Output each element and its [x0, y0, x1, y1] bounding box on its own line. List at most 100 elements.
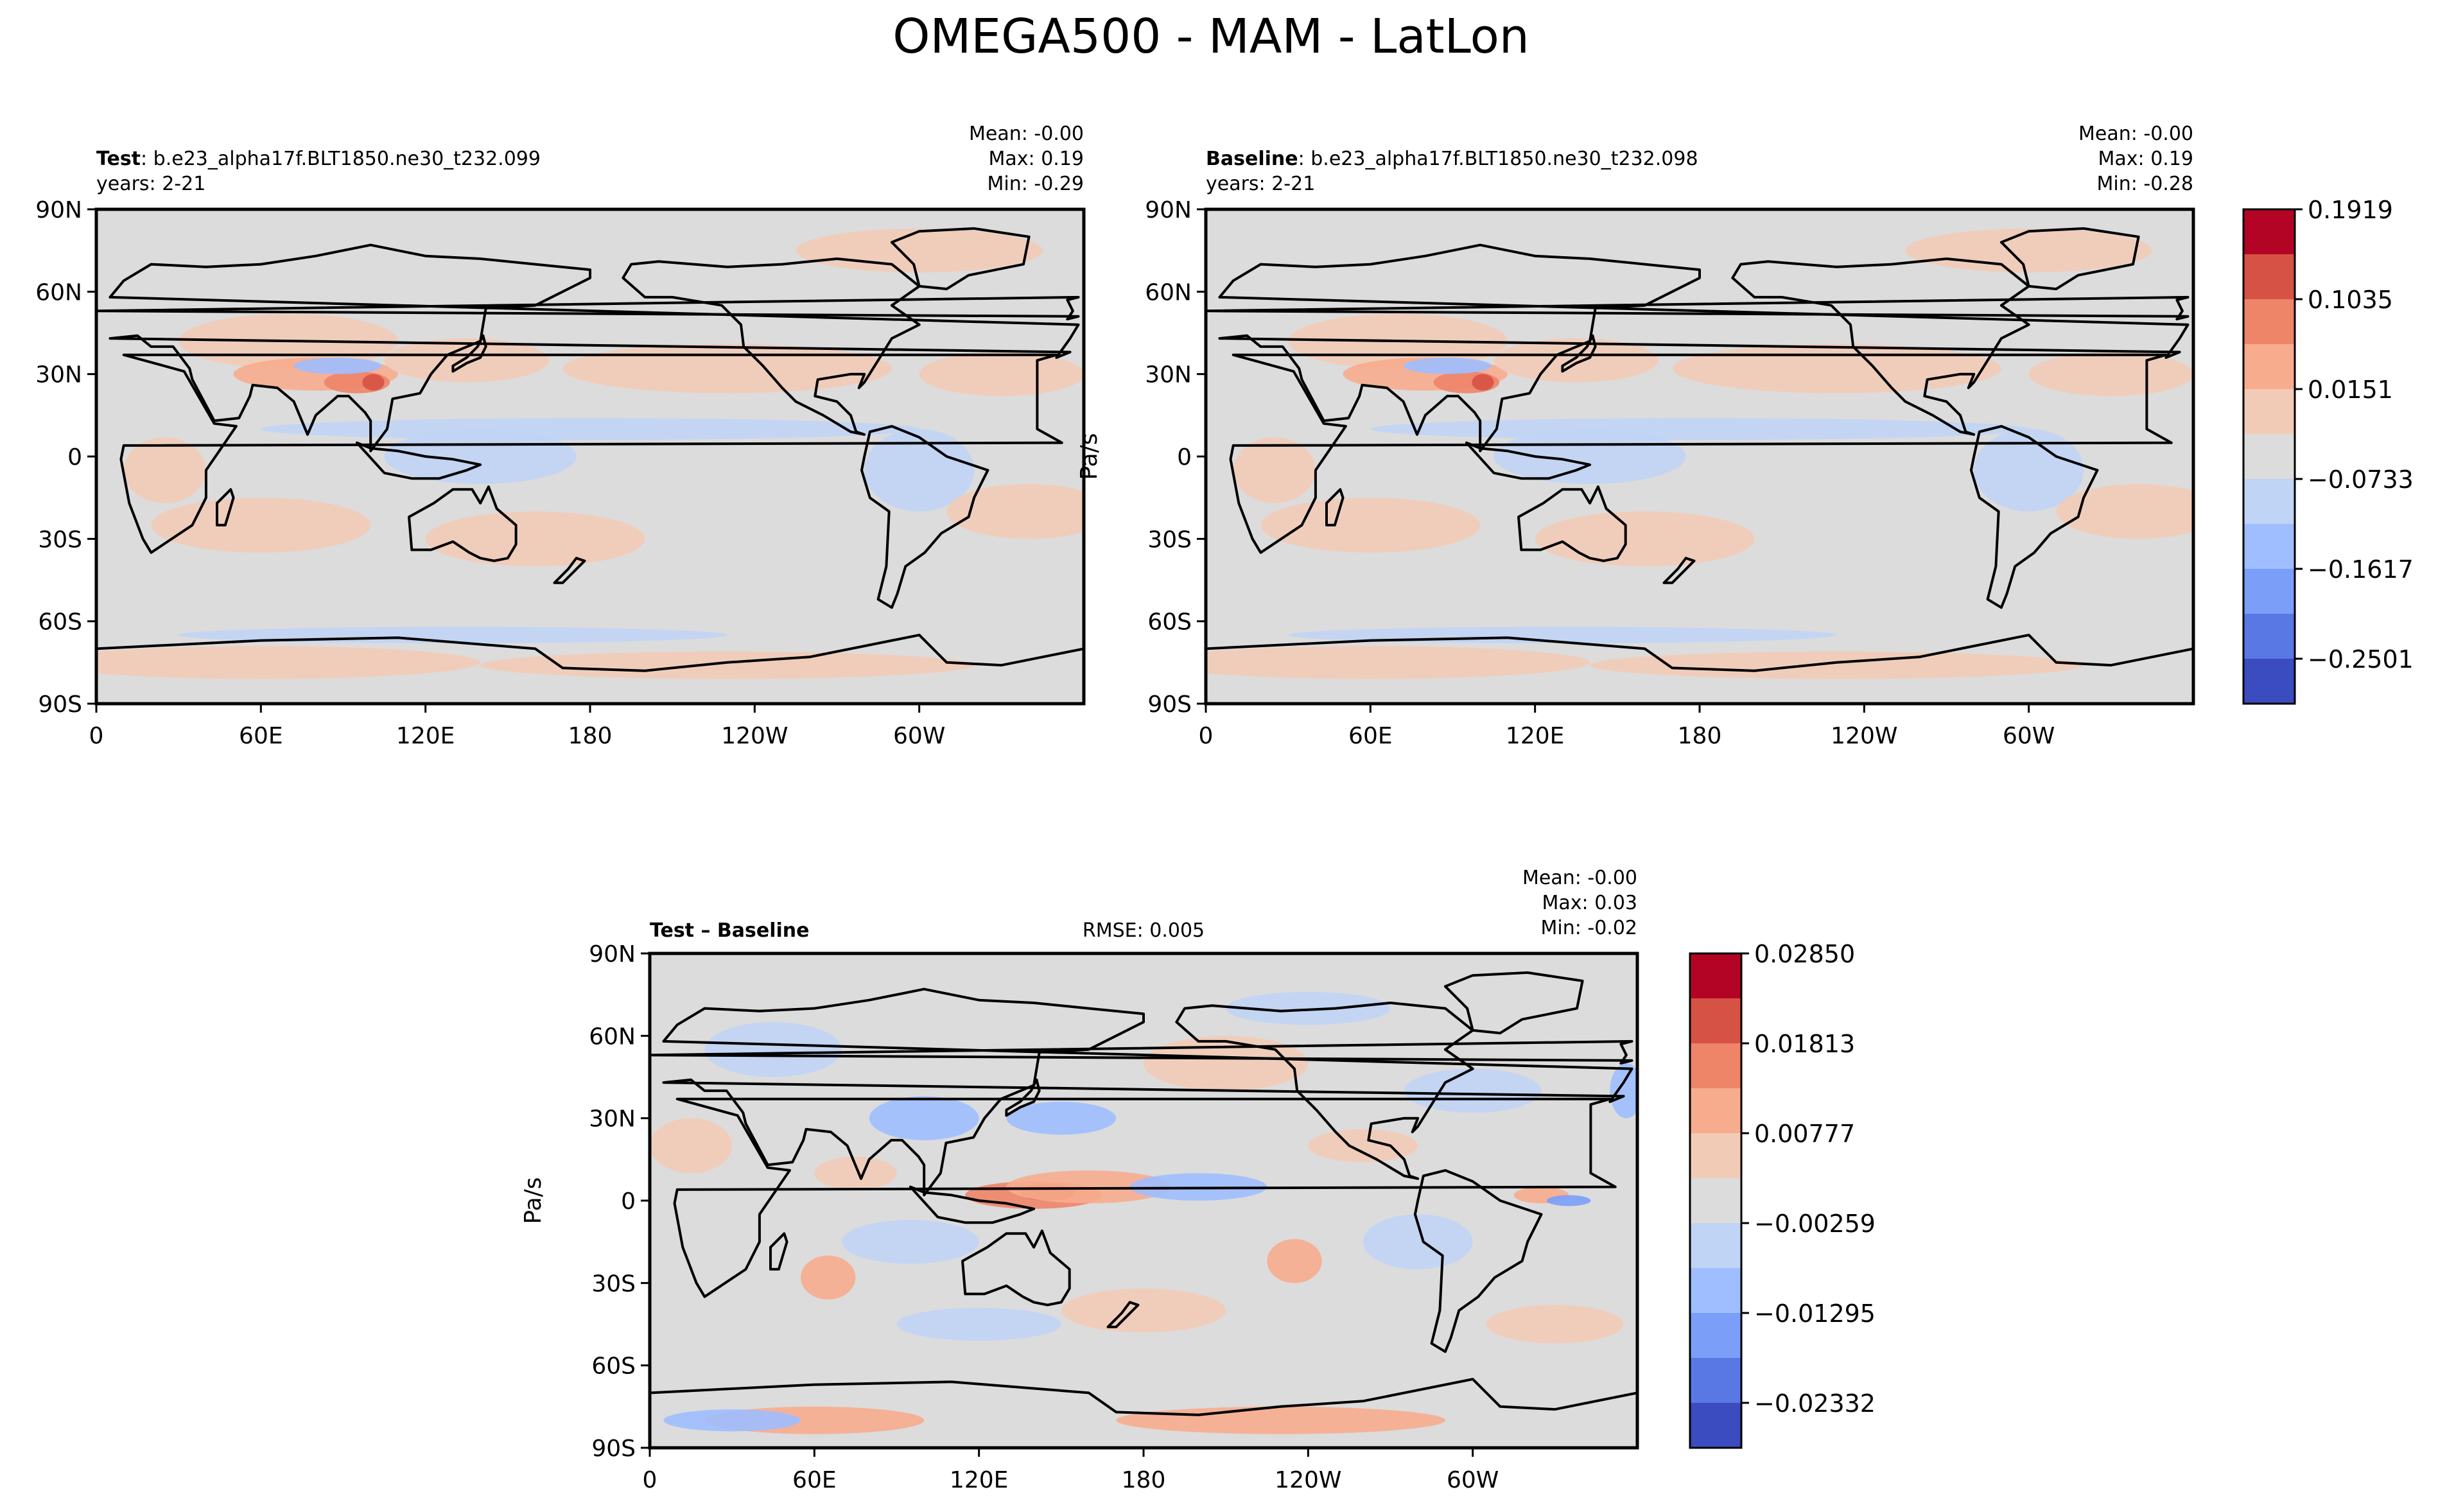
y-tick-label: 60S — [591, 1353, 636, 1380]
contour-region — [1486, 1305, 1624, 1344]
contour-region — [919, 352, 1084, 396]
colorbar-swatch — [2243, 569, 2295, 614]
colorbar-swatch — [1690, 1178, 1741, 1224]
x-tick-label: 60E — [792, 1467, 837, 1493]
panel-stat: Mean: -0.00 — [969, 123, 1084, 145]
contour-region — [869, 1096, 979, 1140]
coastline-japan — [1561, 334, 1597, 373]
panel-stat: Mean: -0.00 — [1522, 867, 1637, 889]
x-tick-label: 0 — [89, 723, 104, 749]
panel-stat: Min: -0.02 — [1541, 917, 1638, 939]
contour-region — [946, 483, 1084, 539]
coastline-antarctica — [650, 1378, 1637, 1448]
contour-region — [1493, 429, 1686, 484]
coastline-south-america — [1413, 1169, 1543, 1353]
coastline-madagascar — [216, 488, 235, 526]
y-tick-label: 30N — [589, 1106, 636, 1133]
panel-stat: Mean: -0.00 — [2078, 123, 2193, 145]
colorbar-swatch — [1690, 1043, 1741, 1089]
coastline-north-america — [1731, 257, 2030, 436]
contour-region — [1590, 651, 2084, 679]
x-tick-label: 120W — [721, 723, 788, 749]
panel-years: years: 2-21 — [1206, 173, 1315, 195]
contour-region — [96, 646, 481, 679]
coastline-australia — [1517, 485, 1627, 562]
coastline-north-america — [1175, 1002, 1474, 1180]
coastline-madagascar — [1325, 488, 1345, 526]
y-tick-label: 0 — [67, 444, 82, 471]
colorbar-swatch — [2243, 299, 2295, 345]
coastline-eurasia — [1218, 243, 2190, 453]
colorbar-swatch — [2243, 254, 2295, 300]
x-tick-label: 60W — [1447, 1467, 1499, 1493]
map-panel-test: 0 60E 120E 180 120W 60W 90N 60N 30N 0 30S 60S 90S Tes… — [35, 123, 1086, 749]
contour-region — [1308, 1129, 1418, 1163]
y-tick-label: 30N — [35, 362, 82, 388]
contour-region — [1905, 228, 2152, 273]
coastline-australia — [961, 1230, 1071, 1307]
contour-region — [1363, 1214, 1473, 1269]
contour-region — [151, 498, 371, 553]
contour-region — [864, 429, 975, 512]
coastline-greenland — [1999, 227, 2140, 291]
x-tick-label: 120W — [1831, 723, 1897, 749]
panel-stat: Min: -0.28 — [2097, 173, 2194, 195]
contour-region — [2056, 483, 2193, 539]
contour-region — [1233, 437, 1316, 503]
coastline-eurasia — [662, 987, 1633, 1197]
contour-region — [1610, 1063, 1637, 1118]
contour-region — [425, 511, 645, 567]
colorbar-frame — [2242, 208, 2296, 705]
coastline-antarctica — [96, 634, 1084, 704]
colorbar-swatch — [1690, 1313, 1741, 1359]
contour-region — [663, 1409, 801, 1432]
panel-title: Test: b.e23_alpha17f.BLT1850.ne30_t232.0… — [96, 148, 541, 170]
panel-years: years: 2-21 — [96, 173, 205, 195]
contour-region — [1535, 511, 1755, 567]
contour-region — [261, 418, 919, 440]
colorbar-swatch — [1690, 1268, 1741, 1314]
x-tick-label: 180 — [1678, 723, 1722, 749]
coastline-eurasia — [109, 243, 1080, 453]
y-tick-label: 30N — [1145, 362, 1192, 388]
colorbar-swatch — [1690, 998, 1741, 1044]
y-tick-label: 90S — [38, 691, 82, 718]
contour-region — [480, 651, 975, 679]
y-tick-label: 60N — [35, 279, 82, 306]
colorbar-swatch — [1690, 1088, 1741, 1134]
colorbar-difference: 0.02850 0.01813 0.00777 −0.00259 −0.01295 −0.… — [1689, 940, 1876, 1449]
contour-region — [293, 358, 382, 374]
coastline-madagascar — [769, 1232, 788, 1271]
x-tick-label: 60W — [893, 723, 945, 749]
x-tick-label: 60W — [2003, 723, 2055, 749]
panel-stat: Min: -0.29 — [988, 173, 1084, 195]
contour-region — [1116, 1406, 1445, 1434]
coastline-antarctica — [1206, 634, 2193, 704]
panel-stat: Max: 0.19 — [989, 148, 1084, 170]
x-tick-label: 0 — [1199, 723, 1214, 749]
contour-region — [2028, 352, 2193, 396]
contour-region — [1974, 429, 2084, 512]
contour-region — [650, 1118, 733, 1174]
y-tick-label: 0 — [621, 1188, 636, 1215]
coastline-indonesia — [355, 441, 482, 480]
x-tick-label: 120E — [1506, 723, 1564, 749]
panel-stat: Max: 0.19 — [2098, 148, 2193, 170]
contour-region — [1144, 1036, 1309, 1091]
contour-region — [362, 374, 385, 391]
figure-title: OMEGA500 - MAM - LatLon — [892, 9, 1529, 64]
coastline-uk — [96, 295, 1080, 321]
contour-region — [842, 1219, 979, 1264]
x-tick-label: 0 — [643, 1467, 657, 1493]
coastline-japan — [451, 334, 487, 373]
colorbar-test-baseline: 0.1919 0.1035 0.0151 −0.0733 −0.1617 −0.2501 — [2242, 196, 2414, 705]
y-tick-label: 60S — [38, 609, 82, 636]
coastline-south-america — [860, 424, 989, 609]
colorbar-tick-label: −0.00259 — [1754, 1210, 1876, 1238]
contour-region — [384, 429, 577, 484]
x-tick-label: 180 — [568, 723, 613, 749]
x-tick-label: 180 — [1122, 1467, 1166, 1493]
panel-title-run: : b.e23_alpha17f.BLT1850.ne30_t232.098 — [1298, 148, 1698, 170]
contour-region — [1260, 498, 1481, 553]
